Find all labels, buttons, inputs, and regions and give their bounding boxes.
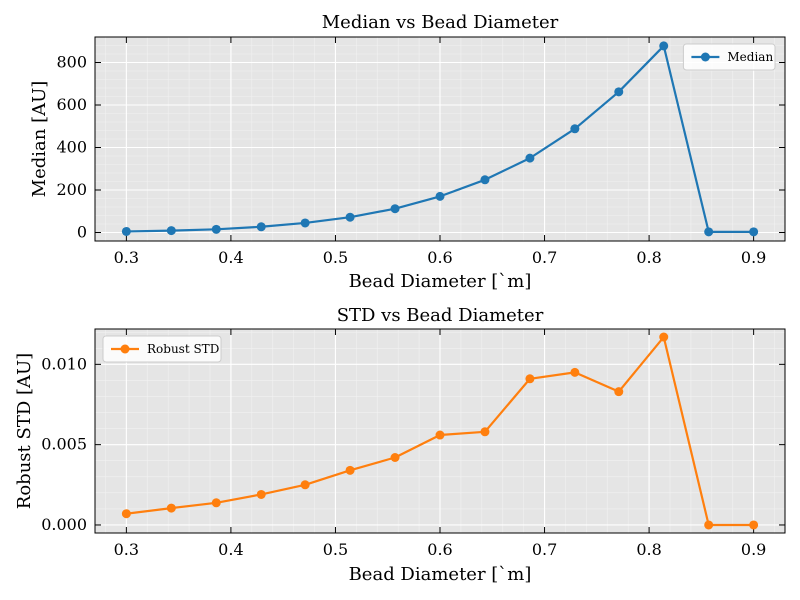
chart-title: Median vs Bead Diameter [322,12,559,33]
x-tick-label: 0.6 [427,248,452,267]
x-tick-label: 0.5 [323,248,348,267]
x-tick-label: 0.9 [741,540,766,559]
series-median [121,41,759,237]
data-point [480,175,490,185]
x-axis-label: Bead Diameter [`m] [349,564,532,585]
data-point [435,191,445,201]
data-point [211,224,221,234]
x-axis-label: Bead Diameter [`m] [349,271,532,292]
y-tick-label: 400 [56,138,87,157]
y-axis-label: Median [AU] [29,81,50,198]
x-tick-label: 0.5 [323,540,348,559]
x-tick-label: 0.3 [114,540,139,559]
y-tick-label: 800 [56,53,87,72]
legend-marker [120,344,130,354]
x-tick-label: 0.8 [636,248,661,267]
data-point [614,87,624,97]
x-tick-label: 0.8 [636,540,661,559]
y-axis-label: Robust STD [AU] [14,353,35,509]
x-tick-label: 0.6 [427,540,452,559]
data-point [300,218,310,228]
data-point [166,226,176,236]
ticks: 0.3 0.4 0.5 0.6 0.7 0.8 0.9 0 200 400 600 800 [56,37,785,267]
data-point [704,520,714,530]
legend-label: Robust STD [147,342,219,356]
chart-title: STD vs Bead Diameter [337,305,544,326]
x-tick-label: 0.3 [114,248,139,267]
data-point [435,430,445,440]
data-point [614,387,624,397]
x-tick-label: 0.7 [532,540,557,559]
data-point [525,153,535,163]
chart-1: 0.3 0.4 0.5 0.6 0.7 0.8 0.9 0 200 400 600 800 Median… [29,12,786,292]
data-point [166,503,176,513]
x-tick-label: 0.4 [218,540,243,559]
data-point [480,427,490,437]
grid [95,329,785,533]
x-tick-label: 0.7 [532,248,557,267]
data-point [256,222,266,232]
data-point [570,124,580,134]
data-point [345,212,355,222]
y-tick-label: 0.010 [41,354,87,373]
legend-box [682,43,776,71]
data-point [659,332,669,342]
data-point [749,227,759,237]
x-tick-label: 0.9 [741,248,766,267]
legend: Median [682,43,776,71]
data-point [390,204,400,214]
chart-2: 0.3 0.4 0.5 0.6 0.7 0.8 0.9 0.000 0.005 0.010 STD … [14,305,786,585]
data-point [211,498,221,508]
y-tick-label: 600 [56,95,87,114]
data-point [345,465,355,475]
data-point [525,374,535,384]
y-tick-label: 0 [77,223,87,242]
series-robust-std [121,332,759,530]
data-point [570,367,580,377]
data-point [300,480,310,490]
y-tick-label: 0.005 [41,435,87,454]
data-point [704,227,714,237]
y-tick-label: 0.000 [41,515,87,534]
legend-marker [700,52,710,62]
data-point [390,453,400,463]
y-tick-label: 200 [56,180,87,199]
data-point [256,489,266,499]
data-point [659,41,669,51]
data-point [749,520,759,530]
ticks: 0.3 0.4 0.5 0.6 0.7 0.8 0.9 0.000 0.005 0.010 [41,329,785,559]
legend-box [102,335,222,363]
legend-label: Median [727,50,773,64]
legend: Robust STD [102,335,222,363]
data-point [121,509,131,519]
data-point [121,226,131,236]
x-tick-label: 0.4 [218,248,243,267]
